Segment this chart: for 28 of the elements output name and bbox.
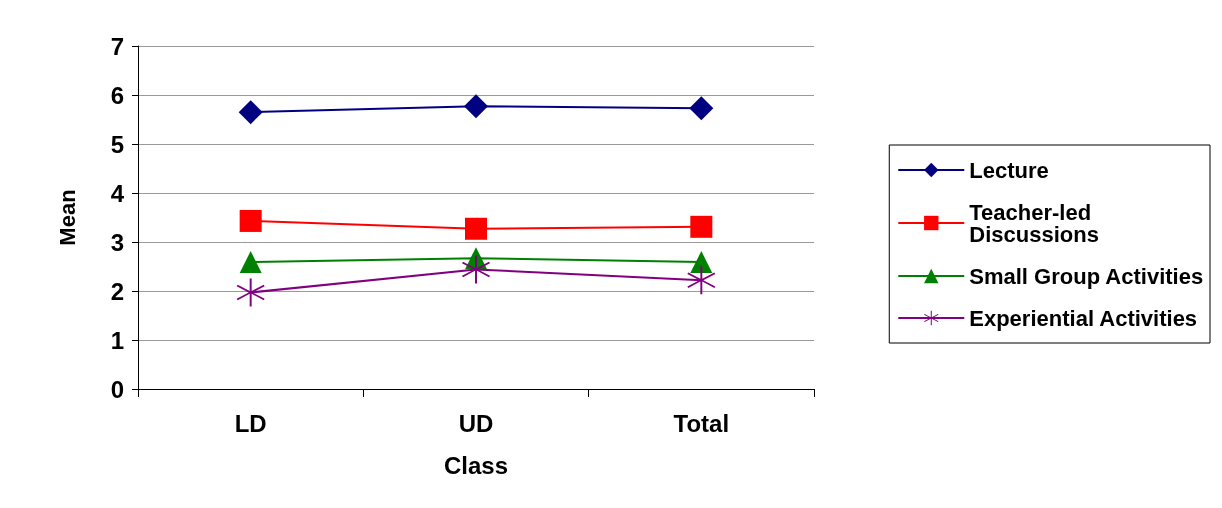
- point: [465, 217, 487, 240]
- x-tick-label: Total: [673, 409, 730, 437]
- y-tick-label: 3: [110, 228, 124, 256]
- y-axis-title: Mean: [54, 189, 80, 246]
- y-tick-label: 0: [110, 375, 124, 403]
- x-tick-label: UD: [458, 409, 494, 437]
- point: [689, 96, 714, 121]
- point: [239, 251, 262, 274]
- y-tick-label: 1: [110, 326, 124, 354]
- point: [236, 278, 265, 307]
- legend-label: Teacher-led Discussions: [969, 199, 1099, 247]
- y-tick-label: 4: [110, 179, 125, 207]
- legend-label: Experiential Activities: [969, 305, 1198, 331]
- y-tick-label: 5: [110, 130, 124, 158]
- point: [464, 94, 488, 119]
- y-tick-label: 2: [110, 277, 124, 305]
- y-tick-label: 7: [110, 32, 124, 60]
- point: [690, 251, 713, 274]
- legend-label: Small Group Activities: [969, 263, 1204, 289]
- point: [239, 209, 262, 232]
- x-axis-title: Class: [443, 451, 509, 479]
- y-tick-label: 6: [110, 81, 124, 109]
- point: [238, 100, 263, 125]
- point: [687, 266, 716, 295]
- point: [690, 215, 713, 238]
- legend-label: Lecture: [969, 157, 1049, 183]
- point: [462, 255, 490, 284]
- x-tick-label: LD: [234, 409, 267, 437]
